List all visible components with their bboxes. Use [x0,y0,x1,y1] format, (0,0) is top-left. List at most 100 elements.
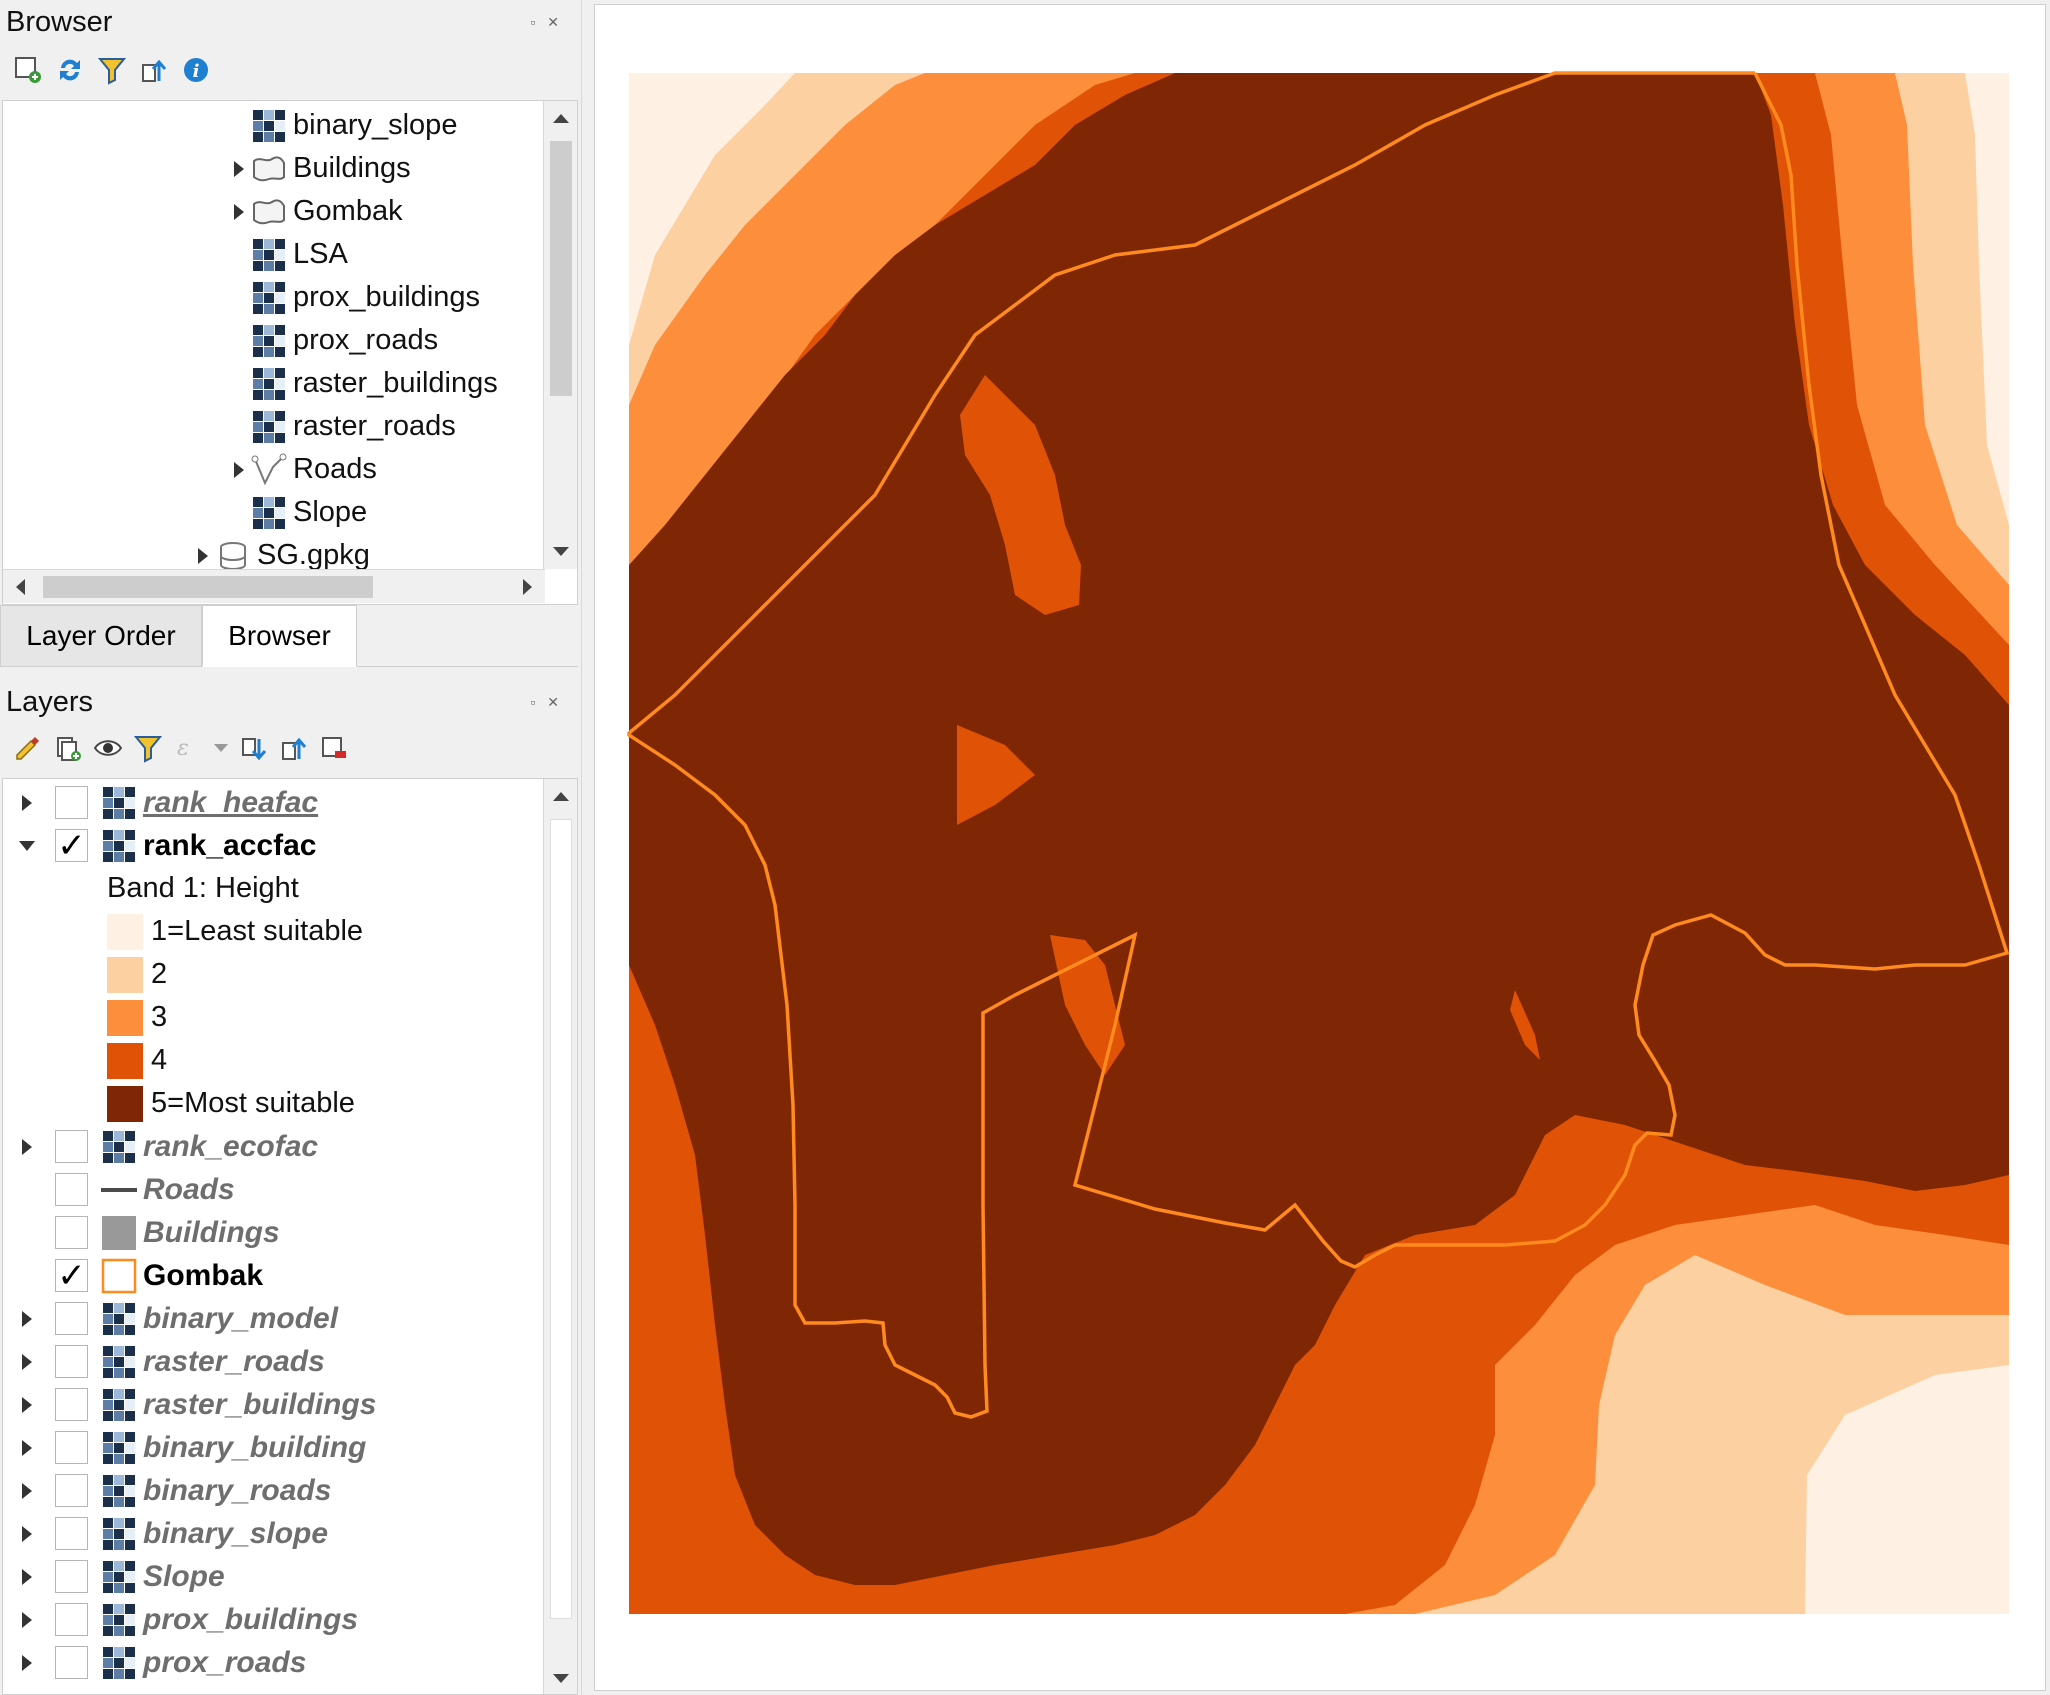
layer-visibility-checkbox[interactable] [55,1603,88,1636]
scroll-left-icon[interactable] [3,570,37,604]
legend-class-label: 5=Most suitable [151,1087,355,1119]
layer-visibility-checkbox[interactable] [55,1431,88,1464]
layer-visibility-checkbox[interactable] [55,1388,88,1421]
layer-visibility-checkbox[interactable] [55,1302,88,1335]
layer-row-binary-roads[interactable]: binary_roads [3,1469,543,1512]
add-group-icon[interactable] [52,732,84,764]
filter-legend-icon[interactable] [132,732,164,764]
raster-icon [251,237,287,273]
info-icon[interactable]: i [180,54,212,86]
layer-visibility-checkbox[interactable] [55,1345,88,1378]
browser-dock-buttons[interactable]: ▫ ✕ [530,14,563,30]
layer-visibility-checkbox[interactable]: ✓ [55,1257,88,1295]
chevron-down-icon[interactable] [212,732,230,764]
browser-hscroll-thumb[interactable] [43,576,373,598]
browser-horizontal-scrollbar[interactable] [3,569,545,603]
expression-filter-icon[interactable]: ε [172,732,204,764]
add-layer-icon[interactable] [12,54,44,86]
spacer [227,286,251,310]
spacer [227,243,251,267]
expand-arrow-icon[interactable] [15,1307,39,1331]
layer-visibility-checkbox[interactable] [55,786,88,819]
layers-dock-buttons[interactable]: ▫ ✕ [530,694,563,710]
layer-visibility-checkbox[interactable] [55,1517,88,1550]
expand-arrow-icon[interactable] [15,1608,39,1632]
layer-row-raster-roads[interactable]: raster_roads [3,1340,543,1383]
expand-arrow-icon[interactable] [15,1393,39,1417]
expand-arrow-icon[interactable] [15,1350,39,1374]
expand-arrow-icon[interactable] [15,1522,39,1546]
layer-row-prox-buildings[interactable]: prox_buildings [3,1598,543,1641]
layer-visibility-checkbox[interactable] [55,1560,88,1593]
layer-row-rank-heafac[interactable]: rank_heafac [3,781,543,824]
layers-scroll-down-icon[interactable] [544,1662,577,1694]
expand-arrow-icon[interactable] [227,458,251,482]
visibility-icon[interactable] [92,732,124,764]
tab-browser[interactable]: Browser [202,605,357,667]
browser-vertical-scrollbar[interactable] [543,101,577,569]
scroll-down-icon[interactable] [544,535,577,569]
expand-arrow-icon[interactable] [227,200,251,224]
layer-visibility-checkbox[interactable] [55,1173,88,1206]
expand-arrow-icon[interactable] [191,544,215,568]
layer-visibility-checkbox[interactable]: ✓ [55,827,88,865]
collapse-all-icon[interactable] [138,54,170,86]
browser-item[interactable]: Slope [227,491,367,534]
browser-item[interactable]: Buildings [227,147,411,190]
browser-item[interactable]: LSA [227,233,348,276]
expand-arrow-icon[interactable] [15,1135,39,1159]
browser-item[interactable]: raster_roads [227,405,456,448]
layer-row-prox-roads[interactable]: prox_roads [3,1641,543,1684]
browser-item[interactable]: prox_buildings [227,276,480,319]
layer-row-binary-model[interactable]: binary_model [3,1297,543,1340]
browser-item[interactable]: prox_roads [227,319,438,362]
layer-row-roads[interactable]: Roads [3,1168,543,1211]
browser-item[interactable]: Roads [227,448,377,491]
layer-name: rank_heafac [143,785,319,819]
browser-item[interactable]: Gombak [227,190,403,233]
layer-row-gombak[interactable]: ✓ Gombak [3,1254,543,1297]
expand-arrow-icon[interactable] [15,791,39,815]
layer-visibility-checkbox[interactable] [55,1216,88,1249]
layer-row-binary-building[interactable]: binary_building [3,1426,543,1469]
collapse-arrow-icon[interactable] [15,834,39,858]
filter-icon[interactable] [96,54,128,86]
browser-item[interactable]: raster_buildings [227,362,498,405]
collapse-all-layers-icon[interactable] [278,732,310,764]
browser-item[interactable]: SG.gpkg [191,534,370,577]
scroll-right-icon[interactable] [511,570,545,604]
browser-item[interactable]: binary_slope [227,104,457,147]
expand-arrow-icon[interactable] [15,1436,39,1460]
layers-scroll-thumb[interactable] [550,819,572,1619]
layer-row-rank-accfac[interactable]: ✓ rank_accfac [3,824,543,867]
layers-scroll-up-icon[interactable] [544,779,577,813]
style-manager-icon[interactable] [12,732,44,764]
line-layer-icon [101,1172,137,1208]
spacer [227,329,251,353]
refresh-icon[interactable] [54,54,86,86]
layer-visibility-checkbox[interactable] [55,1130,88,1163]
raster-layer-icon [101,1559,137,1595]
expand-arrow-icon[interactable] [15,1565,39,1589]
layer-row-buildings[interactable]: Buildings [3,1211,543,1254]
layer-row-rank-ecofac[interactable]: rank_ecofac [3,1125,543,1168]
layers-tree[interactable]: rank_heafac ✓ rank_accfac Band 1: Height 1=L… [2,778,578,1695]
tab-layer-order[interactable]: Layer Order [0,605,202,667]
browser-scroll-thumb[interactable] [550,141,572,396]
expand-arrow-icon[interactable] [15,1479,39,1503]
layer-visibility-checkbox[interactable] [55,1646,88,1679]
layer-visibility-checkbox[interactable] [55,1474,88,1507]
layer-name: prox_buildings [143,1602,359,1636]
expand-arrow-icon[interactable] [15,1651,39,1675]
map-canvas[interactable] [594,4,2046,1691]
remove-layer-icon[interactable] [318,732,350,764]
layer-row-binary-slope[interactable]: binary_slope [3,1512,543,1555]
layers-vertical-scrollbar[interactable] [543,779,577,1694]
browser-tree[interactable]: binary_slope Buildings Gombak LSA prox_build… [2,100,578,605]
polygon-fill-layer-icon [101,1215,137,1251]
expand-arrow-icon[interactable] [227,157,251,181]
expand-all-icon[interactable] [238,732,270,764]
scroll-up-icon[interactable] [544,101,577,135]
layer-row-raster-buildings[interactable]: raster_buildings [3,1383,543,1426]
layer-row-slope[interactable]: Slope [3,1555,543,1598]
